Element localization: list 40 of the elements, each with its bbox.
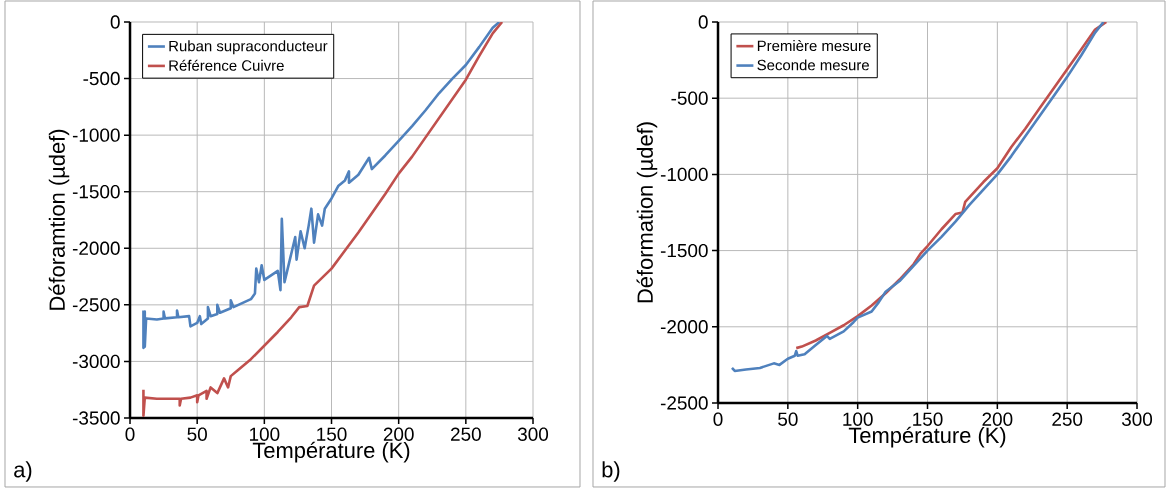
y-tick-label: -3500 — [72, 411, 120, 425]
x-axis-title: Température (K) — [848, 426, 1006, 448]
x-tick-label: 50 — [187, 427, 207, 441]
y-tick-label: -2000 — [660, 320, 708, 334]
text: a) — [14, 461, 32, 482]
x-tick-label: 100 — [843, 412, 873, 426]
y-tick-label: -1500 — [660, 243, 708, 258]
x-tick-label: 50 — [778, 412, 798, 426]
legend-label: Première mesure — [757, 39, 871, 52]
y-tick-label: -2000 — [72, 241, 120, 255]
y-tick-label: -3000 — [72, 354, 120, 369]
line-series — [730, 21, 1105, 373]
y-tick-label: -2500 — [72, 298, 120, 312]
x-tick-label: 100 — [249, 427, 280, 441]
y-axis-title: Déforamtion (µdef) — [48, 129, 70, 310]
x-axis-title: Température (K) — [252, 441, 410, 463]
y-tick-label: -500 — [671, 91, 708, 105]
text: b) — [602, 461, 620, 482]
y-tick-label: -1500 — [72, 185, 120, 199]
legend-label: Référence Cuivre — [169, 59, 284, 71]
y-tick-label: 0 — [110, 15, 120, 29]
y-tick-label: -500 — [83, 71, 120, 86]
x-tick-label: 150 — [317, 427, 347, 441]
x-tick-label: 250 — [1052, 412, 1083, 426]
x-tick-label: 300 — [1121, 412, 1153, 426]
x-tick-label: 300 — [517, 427, 549, 441]
line-series — [142, 21, 501, 350]
y-tick-label: -1000 — [72, 128, 120, 142]
x-tick-label: 200 — [982, 412, 1013, 426]
x-tick-label: 200 — [383, 427, 414, 441]
y-tick-label: -2500 — [660, 396, 708, 410]
x-tick-label: 250 — [451, 427, 481, 441]
y-axis-title: Déformation (µdef) — [636, 122, 658, 303]
y-tick-label: -1000 — [660, 167, 708, 182]
legend-label: Ruban supraconducteur — [169, 40, 328, 55]
legend-label: Seconde mesure — [757, 59, 869, 71]
x-tick-label: 150 — [913, 412, 943, 426]
y-tick-label: 0 — [698, 15, 708, 29]
x-tick-label: 0 — [713, 412, 723, 426]
x-tick-label: 0 — [125, 427, 135, 441]
